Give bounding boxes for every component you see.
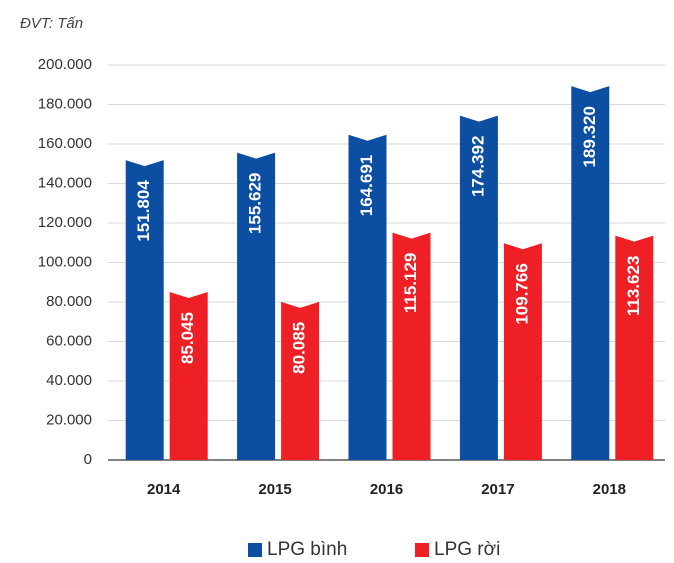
legend-swatch <box>248 543 262 557</box>
bar <box>125 160 164 460</box>
x-tick-label: 2014 <box>147 481 181 498</box>
value-label: 174.392 <box>468 136 487 197</box>
value-label: 189.320 <box>580 106 599 167</box>
value-label: 109.766 <box>512 263 531 324</box>
y-tick-label: 100.000 <box>38 253 92 270</box>
y-tick-label: 160.000 <box>38 135 92 152</box>
legend-label: LPG rời <box>434 539 500 560</box>
bar <box>503 243 542 460</box>
bar <box>281 301 320 460</box>
bar <box>615 235 654 460</box>
bar <box>459 115 498 460</box>
bar <box>348 134 387 460</box>
y-tick-label: 0 <box>84 451 92 468</box>
value-label: 113.623 <box>624 256 643 317</box>
x-tick-label: 2016 <box>370 481 403 498</box>
value-label: 115.129 <box>401 253 420 314</box>
bar <box>237 152 276 460</box>
y-tick-label: 20.000 <box>46 411 92 428</box>
y-tick-label: 180.000 <box>38 95 92 112</box>
y-axis-label: ĐVT: Tấn <box>20 15 83 32</box>
y-tick-label: 40.000 <box>46 372 92 389</box>
value-label: 85.045 <box>178 312 197 364</box>
y-tick-label: 140.000 <box>38 174 92 191</box>
bar <box>392 232 431 460</box>
legend-label: LPG bình <box>267 539 347 560</box>
y-tick-label: 60.000 <box>46 332 92 349</box>
y-tick-label: 120.000 <box>38 214 92 231</box>
x-tick-label: 2017 <box>481 481 514 498</box>
y-tick-label: 80.000 <box>46 293 92 310</box>
value-label: 155.629 <box>246 173 265 234</box>
x-tick-label: 2018 <box>593 481 626 498</box>
value-label: 164.691 <box>357 155 376 216</box>
y-tick-label: 200.000 <box>38 56 92 73</box>
bar <box>169 292 208 460</box>
value-label: 80.085 <box>290 322 309 374</box>
x-tick-label: 2015 <box>258 481 291 498</box>
legend-swatch <box>415 543 429 557</box>
bar <box>571 86 610 460</box>
value-label: 151.804 <box>134 180 153 242</box>
